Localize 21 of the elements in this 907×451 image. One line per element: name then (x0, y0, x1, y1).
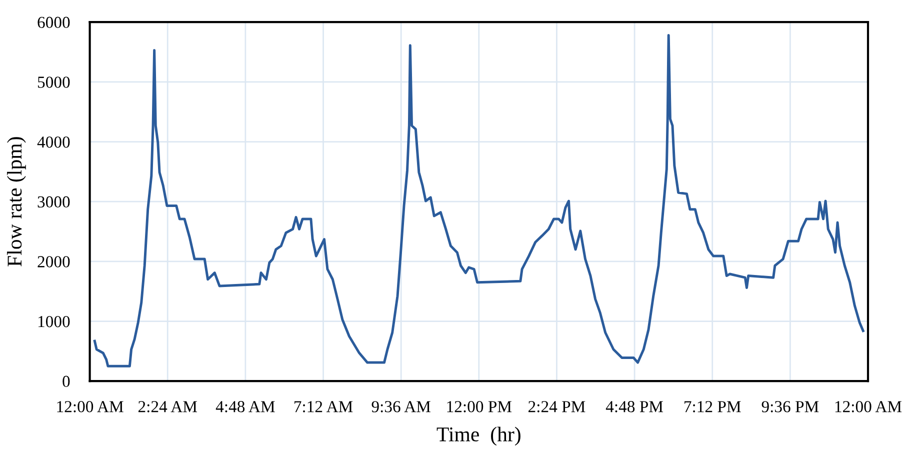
x-tick-label: 12:00 AM (835, 401, 902, 412)
y-tick-label: 2000 (38, 256, 70, 268)
x-tick-label: 4:48 PM (606, 401, 663, 412)
y-tick-label: 5000 (38, 76, 70, 88)
y-tick-label: 4000 (37, 136, 70, 148)
x-tick-label: 4:48 AM (216, 401, 275, 412)
y-tick-label: 0 (62, 376, 70, 388)
x-tick-label: 2:24 PM (528, 401, 586, 412)
x-tick-label: 2:24 AM (138, 401, 197, 412)
x-tick-label: 12:00 AM (57, 401, 124, 412)
x-tick-label: 9:36 AM (372, 401, 430, 412)
y-tick-label: 6000 (38, 16, 70, 28)
y-tick-label: 3000 (38, 196, 70, 208)
line-series (93, 34, 864, 368)
y-tick-label: 1000 (38, 316, 70, 328)
x-axis-title: Time (hr) (436, 426, 520, 446)
x-tick-label: 7:12 AM (294, 401, 353, 412)
x-tick-label: 7:12 PM (684, 401, 741, 412)
x-tick-label: 12:00 PM (447, 401, 512, 412)
x-tick-label: 9:36 PM (762, 401, 819, 412)
y-axis-title: Flow rate (lpm) (7, 137, 26, 266)
